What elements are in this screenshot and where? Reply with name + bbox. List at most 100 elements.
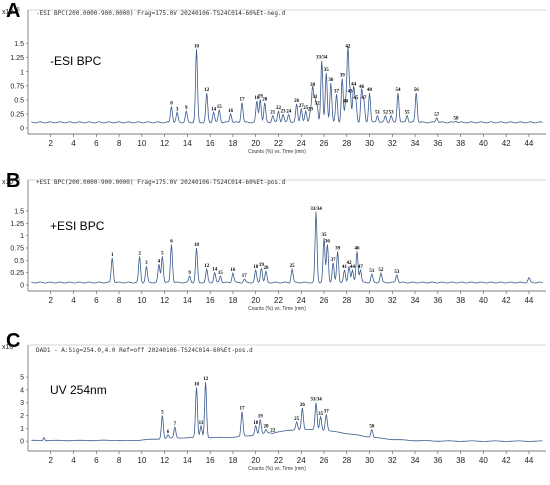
peak-label: 55 [405, 111, 411, 116]
y-tick-label: 0.5 [14, 97, 24, 104]
peak-label: 3 [176, 107, 179, 112]
chromatogram-trace [31, 46, 543, 124]
peak-label: 35 [322, 233, 328, 238]
peak-label: 10 [194, 243, 200, 248]
peak-label: 37 [334, 89, 340, 94]
peak-label: 33/34 [310, 207, 322, 212]
x-tick-label: 40 [479, 456, 488, 465]
x-tick-label: 44 [524, 296, 533, 305]
x-tick-label: 32 [388, 296, 397, 305]
x-tick-label: 44 [524, 456, 533, 465]
x-tick-label: 24 [297, 296, 306, 305]
peak-label: 27 [299, 104, 305, 109]
peak-label: 8 [170, 102, 173, 107]
x-tick-label: 38 [456, 139, 465, 148]
x-tick-label: 38 [456, 456, 465, 465]
peak-label: 20 [263, 266, 269, 271]
mode-label: UV 254nm [50, 383, 107, 397]
peak-label: 45 [353, 96, 359, 101]
peak-label: 19 [258, 94, 264, 99]
peak-label: 42 [347, 261, 353, 266]
peak-label: 3 [145, 261, 148, 266]
peak-label: 46 [359, 85, 365, 90]
x-tick-label: 44 [524, 139, 533, 148]
x-tick-label: 6 [94, 139, 99, 148]
peak-label: 14 [212, 268, 218, 273]
x-tick-label: 32 [388, 139, 397, 148]
y-tick-label: 1 [20, 426, 24, 433]
peak-label: 4 [158, 259, 161, 264]
peak-label: 9 [188, 271, 191, 276]
x-tick-label: 42 [502, 296, 511, 305]
y-exponent-prefix: x10 [2, 9, 13, 16]
peak-label: 20 [262, 98, 268, 103]
peak-label: 17 [240, 407, 246, 412]
chart-panel-c: DAD1 - A:Sig=254.0,4.0 Ref=off 20240106-… [2, 342, 546, 472]
chart-header: -ESI BPC(200.0000-900.0000) Frag=175.0V … [36, 10, 286, 17]
mode-label: +ESI BPC [50, 219, 105, 233]
x-tick-label: 18 [228, 456, 237, 465]
peak-label: 1 [111, 253, 114, 258]
peak-label: 5 [161, 411, 164, 416]
peak-label: 26 [294, 99, 300, 104]
peak-label: 29 [308, 107, 314, 112]
peak-label: 57 [434, 113, 440, 118]
peak-label: 25 [303, 106, 309, 111]
x-tick-label: 12 [160, 296, 169, 305]
x-tick-label: 36 [433, 139, 442, 148]
peak-label: 25 [290, 264, 296, 269]
peak-label: 36 [328, 78, 334, 83]
peak-label: 26 [300, 403, 306, 408]
y-tick-label: 1.25 [10, 55, 24, 62]
peak-label: 58 [454, 116, 460, 121]
x-tick-label: 30 [365, 456, 374, 465]
peak-label: 18 [253, 421, 259, 426]
y-tick-label: 5 [20, 375, 24, 382]
peak-label: 40 [343, 99, 349, 104]
peak-label: 56 [414, 88, 420, 93]
peak-label: 21 [270, 111, 276, 116]
peak-label: 37 [324, 409, 330, 414]
x-tick-label: 22 [274, 456, 283, 465]
y-tick-label: 1.5 [14, 41, 24, 48]
peak-label: 11 [199, 421, 204, 426]
peak-label: 32 [315, 102, 321, 107]
peak-label: 19 [259, 263, 265, 268]
x-tick-label: 16 [206, 456, 215, 465]
peak-label: 39 [340, 74, 346, 79]
y-exponent: 6 [17, 177, 20, 183]
peak-label: 2 [138, 251, 141, 256]
peak-label: 43 [348, 89, 354, 94]
x-tick-label: 6 [94, 456, 99, 465]
x-tick-label: 8 [117, 456, 122, 465]
peak-label: 12 [204, 88, 210, 93]
peak-label: 20 [263, 425, 269, 430]
peak-label: 35 [318, 412, 324, 417]
peak-label: 6 [167, 430, 170, 435]
peak-label: 15 [218, 271, 224, 276]
peak-label: 33/34 [310, 398, 322, 403]
peak-label: 39 [335, 246, 341, 251]
peak-label: 9 [185, 106, 188, 111]
x-tick-label: 2 [49, 139, 54, 148]
y-tick-label: 0 [20, 283, 24, 290]
peak-label: 48 [367, 88, 373, 93]
x-tick-label: 4 [71, 456, 76, 465]
x-tick-label: 40 [479, 296, 488, 305]
x-tick-label: 30 [365, 296, 374, 305]
peak-label: 15 [217, 105, 223, 110]
peak-label: 25 [294, 417, 300, 422]
y-tick-label: 0.75 [10, 245, 24, 252]
peak-label: 12 [204, 264, 210, 269]
peak-label: 44 [351, 83, 357, 88]
y-tick-label: 0.5 [14, 258, 24, 265]
x-tick-label: 12 [160, 139, 169, 148]
peak-label: 18 [253, 265, 259, 270]
peak-label: 10 [194, 382, 200, 387]
x-axis-label: Counts (%) vs. Time (min) [248, 306, 306, 312]
peak-label: 42 [345, 44, 351, 49]
peak-label: 16 [230, 268, 236, 273]
x-tick-label: 26 [320, 296, 329, 305]
x-tick-label: 40 [479, 139, 488, 148]
peak-label: 30 [310, 83, 316, 88]
